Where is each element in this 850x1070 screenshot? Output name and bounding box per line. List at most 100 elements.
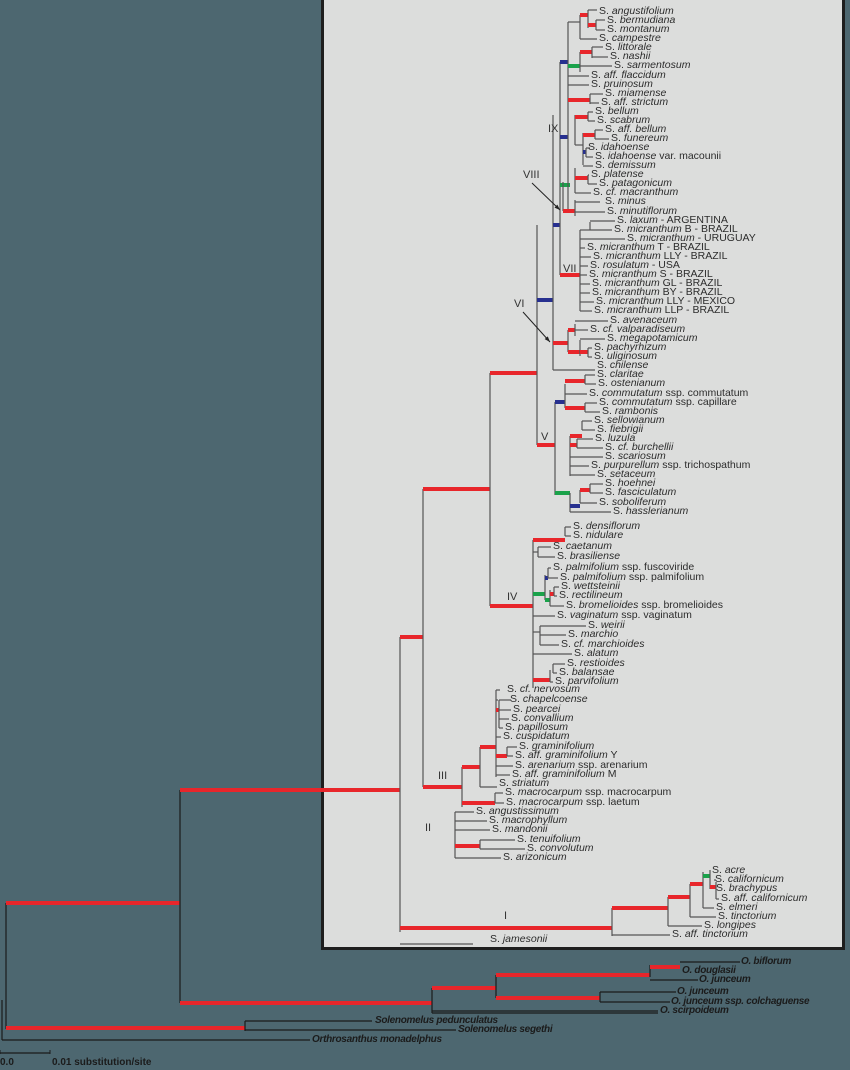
- taxon-label: S. micranthum LLP - BRAZIL: [594, 304, 730, 316]
- taxon-label: S. minus: [605, 195, 646, 207]
- taxon-label: S. montanum: [607, 23, 670, 35]
- taxon-label: S. jamesonii: [490, 933, 548, 945]
- taxon-label: S. nashii: [610, 50, 651, 62]
- clade-label: VI: [514, 298, 525, 310]
- taxon-label: S. idahoense var. macounii: [595, 150, 722, 162]
- taxon-label: S. fasciculatum: [605, 486, 677, 498]
- taxon-label: S. nidulare: [573, 529, 624, 541]
- taxon-label: S. hasslerianum: [613, 505, 689, 517]
- taxon-label: S. micranthum LLY - MEXICO: [596, 295, 736, 307]
- taxon-label: S. aff. californicum: [721, 892, 808, 904]
- clade-label: I: [504, 910, 508, 922]
- taxon-label: S. scabrum: [597, 114, 651, 126]
- taxon-label: S. aff. flaccidum: [591, 69, 666, 81]
- taxon-label: S. graminifolium: [519, 740, 595, 752]
- taxon-label: S. brasiliense: [557, 550, 621, 562]
- taxon-label: S. platense: [591, 168, 644, 180]
- taxon-label: S. funereum: [611, 132, 669, 144]
- taxon-label: S. demissum: [595, 159, 656, 171]
- taxon-label: S. aff. graminifolium Y: [515, 749, 618, 761]
- taxon-label: S. aff. graminifolium M: [512, 768, 617, 780]
- outgroup-label: O. biflorum: [741, 956, 792, 967]
- outgroup-label: O. douglasii: [682, 965, 736, 976]
- taxon-label: S. parvifolium: [555, 675, 619, 687]
- taxon-label: S. chapelcoense: [510, 693, 588, 705]
- taxon-label: S. pearcei: [513, 703, 561, 715]
- scale-start-label: 0.0: [0, 1057, 14, 1068]
- taxon-label: S. caetanum: [553, 540, 612, 552]
- taxon-label: S. chilense: [597, 359, 649, 371]
- taxon-label: S. campestre: [599, 32, 661, 44]
- taxon-label: S. miamense: [605, 87, 667, 99]
- taxon-label: S. uliginosum: [594, 350, 658, 362]
- taxon-label: S. avenaceum: [610, 314, 678, 326]
- taxon-label: S. rectilineum: [559, 589, 623, 601]
- taxon-label: S. setaceum: [597, 468, 656, 480]
- clade-label: IX: [548, 123, 559, 135]
- taxon-label: S. bermudiana: [607, 14, 676, 26]
- taxon-label: S. scariosum: [605, 450, 666, 462]
- taxon-label: S. micranthum GL - BRAZIL: [592, 277, 723, 289]
- outgroup-label: O. junceum: [677, 986, 729, 997]
- taxon-label: S. cf. burchellii: [605, 441, 674, 453]
- taxon-label: S. sellowianum: [594, 414, 665, 426]
- taxon-label: S. micranthum - URUGUAY: [627, 232, 756, 244]
- taxon-label: S. purpurellum ssp. trichospathum: [591, 459, 751, 471]
- taxon-label: S. cf. macranthum: [593, 186, 679, 198]
- taxon-label: S. arenarium ssp. arenarium: [515, 759, 648, 771]
- taxon-label: S. aff. bellum: [605, 123, 667, 135]
- clade-label: IV: [507, 591, 518, 603]
- taxon-label: S. bromelioides ssp. bromelioides: [566, 599, 723, 611]
- taxon-label: S. luzula: [595, 432, 636, 444]
- taxon-label: S. ostenianum: [598, 377, 666, 389]
- taxon-label: S. fiebrigii: [597, 423, 644, 435]
- taxon-label: S. macrocarpum ssp. laetum: [506, 796, 640, 808]
- taxon-label: S. palmifolium ssp. palmifolium: [560, 571, 705, 583]
- taxon-label: S. weirii: [588, 619, 625, 631]
- taxon-label: S. pachyrhizum: [594, 341, 667, 353]
- taxon-label: S. californicum: [715, 873, 784, 885]
- outgroup-label: O. junceum: [699, 974, 751, 985]
- taxon-label: S. tenuifolium: [517, 833, 581, 845]
- taxon-label: S. soboliferum: [599, 496, 667, 508]
- taxon-label: S. micranthum T - BRAZIL: [587, 241, 710, 253]
- clade-label: III: [438, 770, 448, 782]
- taxon-label: S. convallium: [511, 712, 574, 724]
- taxon-label: S. aff. strictum: [601, 96, 669, 108]
- taxon-label: S. rosulatum - USA: [590, 259, 680, 271]
- taxon-label: S. laxum - ARGENTINA: [617, 214, 728, 226]
- taxon-label: S. balansae: [559, 666, 615, 678]
- clade-label: VIII: [523, 169, 540, 181]
- taxon-label: S. littorale: [605, 41, 652, 53]
- taxon-label: S. restioides: [567, 657, 625, 669]
- taxon-label: S. marchio: [568, 628, 619, 640]
- taxon-label: S. striatum: [499, 777, 550, 789]
- taxon-label: S. pruinosum: [591, 78, 653, 90]
- clade-label: V: [541, 431, 549, 443]
- taxon-label: S. convolutum: [527, 842, 594, 854]
- taxon-label: S. minutiflorum: [607, 205, 678, 217]
- outgroup-label: O. scirpoideum: [660, 1005, 729, 1016]
- taxon-label: S. alatum: [574, 647, 619, 659]
- taxon-label: S. cf. nervosum: [507, 683, 580, 695]
- taxon-label: S. brachypus: [716, 882, 778, 894]
- taxon-label: S. claritae: [597, 368, 644, 380]
- taxon-label: S. cf. valparadiseum: [590, 323, 686, 335]
- taxon-label: S. elmeri: [716, 901, 758, 913]
- taxon-label: S. micranthum BY - BRAZIL: [592, 286, 723, 298]
- taxon-label: S. micranthum B - BRAZIL: [614, 223, 738, 235]
- taxon-label: S. aff. tinctorium: [672, 928, 748, 940]
- taxon-label: S. rambonis: [602, 405, 659, 417]
- taxon-label: S. idahoense: [588, 141, 650, 153]
- taxon-label: S. patagonicum: [599, 177, 672, 189]
- taxon-label: S. hoehnei: [605, 477, 656, 489]
- clade-label: VII: [563, 263, 577, 275]
- taxon-label: S. longipes: [704, 919, 756, 931]
- taxon-label: S. sarmentosum: [614, 59, 691, 71]
- outgroup-label: Orthrosanthus monadelphus: [312, 1034, 442, 1045]
- outgroup-label: Solenomelus pedunculatus: [375, 1015, 498, 1026]
- taxon-label: S. macrophyllum: [489, 814, 568, 826]
- taxon-label: S. mandonii: [492, 823, 548, 835]
- taxon-label: S. angustissimum: [476, 805, 559, 817]
